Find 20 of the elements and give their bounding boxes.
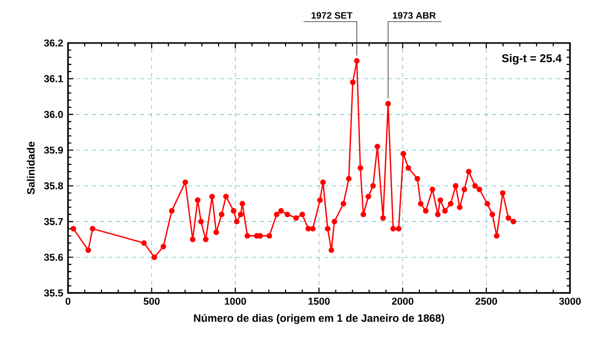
y-axis-title: Salinidade bbox=[26, 142, 35, 194]
y-tick-label: 35.7 bbox=[44, 218, 63, 226]
annotation: Sig-t = 25.4 bbox=[502, 54, 562, 65]
y-tick-label: 35.6 bbox=[44, 254, 63, 261]
x-tick-label: 0 bbox=[66, 298, 70, 305]
y-tick-label: 36.0 bbox=[44, 110, 63, 118]
y-tick-label: 36.1 bbox=[44, 75, 64, 82]
x-tick-label: 1500 bbox=[308, 298, 330, 305]
x-tick-label: 2500 bbox=[476, 298, 498, 305]
x-tick-label: 500 bbox=[144, 298, 160, 305]
x-axis-title: Número de dias (origem em 1 de Janeiro de 1868) bbox=[194, 314, 444, 324]
annotation: 1972 SET bbox=[312, 12, 352, 19]
y-tick-label: 36.2 bbox=[44, 39, 63, 47]
y-tick-label: 35.5 bbox=[44, 289, 64, 297]
y-tick-label: 35.8 bbox=[44, 182, 63, 190]
y-tick-label: 35.9 bbox=[44, 146, 63, 154]
x-tick-label: 3000 bbox=[559, 298, 581, 305]
annotation: 1973 ABR bbox=[392, 12, 436, 19]
x-tick-label: 2000 bbox=[392, 298, 414, 305]
x-tick-label: 1000 bbox=[224, 298, 246, 305]
